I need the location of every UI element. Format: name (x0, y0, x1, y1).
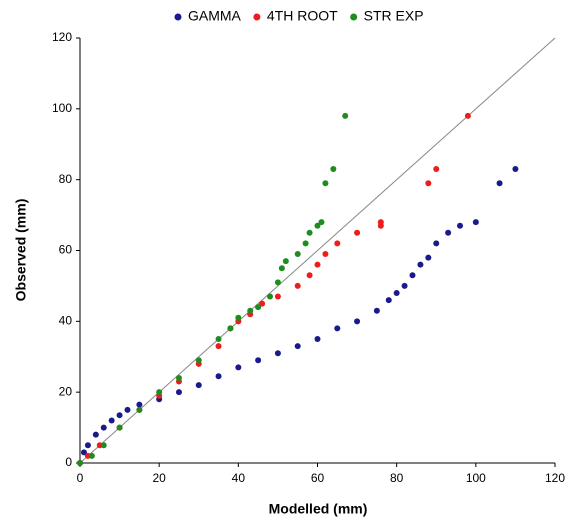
y-tick-label: 20 (59, 384, 73, 398)
point (195, 357, 202, 364)
point (215, 343, 222, 350)
point (512, 166, 519, 173)
point (175, 375, 182, 381)
point (294, 282, 301, 289)
legend-marker (174, 13, 182, 21)
point (156, 389, 163, 396)
point (425, 180, 432, 187)
point (282, 258, 289, 265)
y-tick-label: 40 (59, 314, 73, 328)
point (318, 219, 325, 226)
point (322, 251, 329, 258)
point (306, 229, 313, 236)
point (314, 222, 321, 229)
point (377, 219, 384, 226)
point (267, 293, 273, 300)
point (334, 240, 341, 247)
point (354, 229, 361, 236)
point (175, 389, 182, 396)
point (409, 272, 416, 279)
point (425, 254, 432, 261)
legend-label: 4TH ROOT (267, 8, 338, 24)
point (80, 449, 87, 456)
point (278, 265, 285, 272)
point (401, 282, 408, 289)
point (393, 290, 400, 296)
point (84, 442, 91, 449)
point (342, 112, 349, 119)
point (235, 314, 242, 321)
point (330, 166, 337, 173)
legend-label: GAMMA (188, 8, 242, 24)
point (259, 300, 266, 307)
point (116, 412, 123, 419)
point (373, 307, 380, 314)
point (124, 406, 131, 413)
point (195, 382, 202, 389)
point (433, 240, 440, 247)
point (274, 350, 281, 357)
point (235, 364, 242, 371)
point (136, 401, 143, 408)
point (88, 452, 95, 459)
point (255, 357, 262, 364)
point (322, 180, 329, 187)
x-tick-label: 80 (390, 471, 404, 485)
legend-label: STR EXP (364, 8, 424, 24)
point (274, 279, 281, 286)
point (100, 442, 107, 449)
point (334, 325, 341, 332)
point (77, 460, 83, 466)
point (302, 240, 309, 247)
x-tick-label: 120 (545, 471, 565, 485)
point (108, 417, 115, 424)
point (294, 343, 301, 350)
point (274, 293, 281, 300)
y-axis-title: Observed (mm) (13, 199, 29, 302)
point (255, 304, 262, 311)
point (496, 180, 503, 187)
point (457, 222, 463, 229)
x-tick-label: 0 (77, 471, 84, 485)
point (385, 297, 392, 304)
point (445, 229, 452, 236)
point (92, 431, 99, 438)
point (116, 424, 123, 431)
y-tick-label: 120 (52, 30, 72, 44)
point (215, 336, 222, 343)
point (100, 424, 107, 431)
point (136, 406, 143, 413)
point (472, 219, 479, 226)
point (294, 251, 301, 258)
point (215, 373, 222, 380)
point (354, 318, 361, 325)
y-tick-label: 60 (59, 243, 73, 257)
x-tick-label: 100 (466, 471, 486, 485)
x-tick-label: 40 (232, 471, 246, 485)
reference-line (79, 37, 556, 464)
point (227, 325, 234, 332)
legend-marker (350, 13, 358, 21)
y-tick-label: 0 (65, 455, 72, 469)
point (306, 272, 313, 279)
y-tick-label: 100 (52, 101, 72, 115)
point (314, 261, 321, 268)
x-axis-title: Modelled (mm) (269, 501, 368, 517)
x-tick-label: 60 (311, 471, 325, 485)
point (314, 336, 321, 343)
point (417, 261, 424, 268)
legend-marker (253, 13, 261, 21)
x-tick-label: 20 (152, 471, 166, 485)
point (247, 307, 254, 314)
point (464, 112, 471, 119)
point (433, 166, 440, 173)
y-tick-label: 80 (59, 172, 73, 186)
